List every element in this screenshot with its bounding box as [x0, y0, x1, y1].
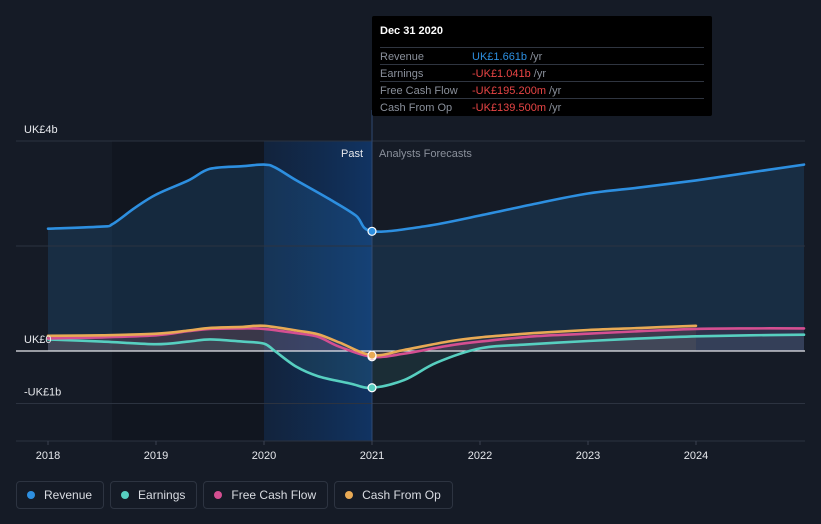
x-axis-tick-label: 2022	[468, 450, 492, 462]
series-area-free-cash-flow	[48, 328, 804, 358]
legend-label: Revenue	[44, 488, 93, 502]
x-axis-tick-label: 2024	[684, 450, 708, 462]
legend-dot-icon	[121, 491, 130, 499]
tooltip-value: -UK£1.041b /yr	[472, 68, 546, 80]
series-line-revenue	[46, 163, 806, 233]
legend-item-cash-from-op[interactable]: Cash From Op	[334, 481, 453, 509]
tooltip-value: -UK£195.200m /yr	[472, 85, 561, 97]
tooltip-row-free-cash-flow: Free Cash Flow -UK£195.200m /yr	[380, 81, 704, 99]
y-axis-label: -UK£1b	[24, 387, 61, 399]
x-axis-tick-label: 2023	[576, 450, 600, 462]
past-region-label: Past	[341, 148, 363, 160]
tooltip-value-amount: -UK£1.041b	[472, 68, 531, 80]
series-area-cash-from-op	[48, 325, 696, 356]
tooltip-value-unit: /yr	[530, 68, 546, 80]
legend-item-free-cash-flow[interactable]: Free Cash Flow	[203, 481, 329, 509]
x-axis-tick-label: 2018	[36, 450, 60, 462]
tooltip-value-unit: /yr	[546, 102, 562, 114]
tooltip-value-unit: /yr	[546, 85, 562, 97]
x-axis-tick-label: 2019	[144, 450, 168, 462]
legend-dot-icon	[214, 491, 223, 499]
legend-label: Earnings	[138, 488, 186, 502]
x-axis-tick-label: 2020	[252, 450, 276, 462]
tooltip-label: Revenue	[380, 51, 425, 63]
series-area-revenue	[48, 164, 804, 351]
legend-dot-icon	[345, 491, 354, 499]
forecast-region-label: Analysts Forecasts	[379, 148, 472, 160]
series-line-earnings	[46, 333, 806, 390]
y-axis-label: UK£4b	[24, 124, 58, 136]
tooltip-label: Cash From Op	[380, 102, 453, 114]
tooltip-label: Earnings	[380, 68, 424, 80]
legend-item-revenue[interactable]: Revenue	[16, 481, 105, 509]
tooltip-row-earnings: Earnings -UK£1.041b /yr	[380, 64, 704, 82]
legend-dot-icon	[27, 491, 35, 499]
series-line-cash-from-op	[46, 324, 698, 357]
tooltip-value-amount: UK£1.661b	[472, 51, 528, 63]
data-tooltip: Dec 31 2020 Revenue UK£1.661b /yr Earnin…	[372, 16, 712, 116]
data-point-earnings	[367, 383, 377, 393]
x-axis-tick-label: 2021	[360, 450, 384, 462]
tooltip-value-unit: /yr	[527, 51, 543, 63]
tooltip-value: UK£1.661b /yr	[472, 51, 542, 63]
tooltip-value-amount: -UK£139.500m	[472, 102, 546, 114]
tooltip-label: Free Cash Flow	[380, 85, 458, 97]
data-point-cash-from-op	[367, 350, 377, 360]
tooltip-row-cash-from-op: Cash From Op -UK£139.500m /yr	[380, 98, 704, 116]
data-point-revenue	[367, 226, 377, 236]
series-area-earnings	[48, 334, 804, 388]
tooltip-value-amount: -UK£195.200m	[472, 85, 546, 97]
tooltip-row-revenue: Revenue UK£1.661b /yr	[380, 47, 704, 65]
legend-label: Free Cash Flow	[231, 488, 317, 502]
tooltip-value: -UK£139.500m /yr	[472, 102, 561, 114]
legend-label: Cash From Op	[362, 488, 441, 502]
y-axis-label: UK£0	[24, 334, 52, 346]
past-region-shade	[112, 141, 264, 441]
chart-legend: Revenue Earnings Free Cash Flow Cash Fro…	[16, 481, 453, 509]
legend-item-earnings[interactable]: Earnings	[110, 481, 198, 509]
tooltip-date: Dec 31 2020	[380, 25, 443, 37]
past-highlight-band	[264, 141, 372, 441]
